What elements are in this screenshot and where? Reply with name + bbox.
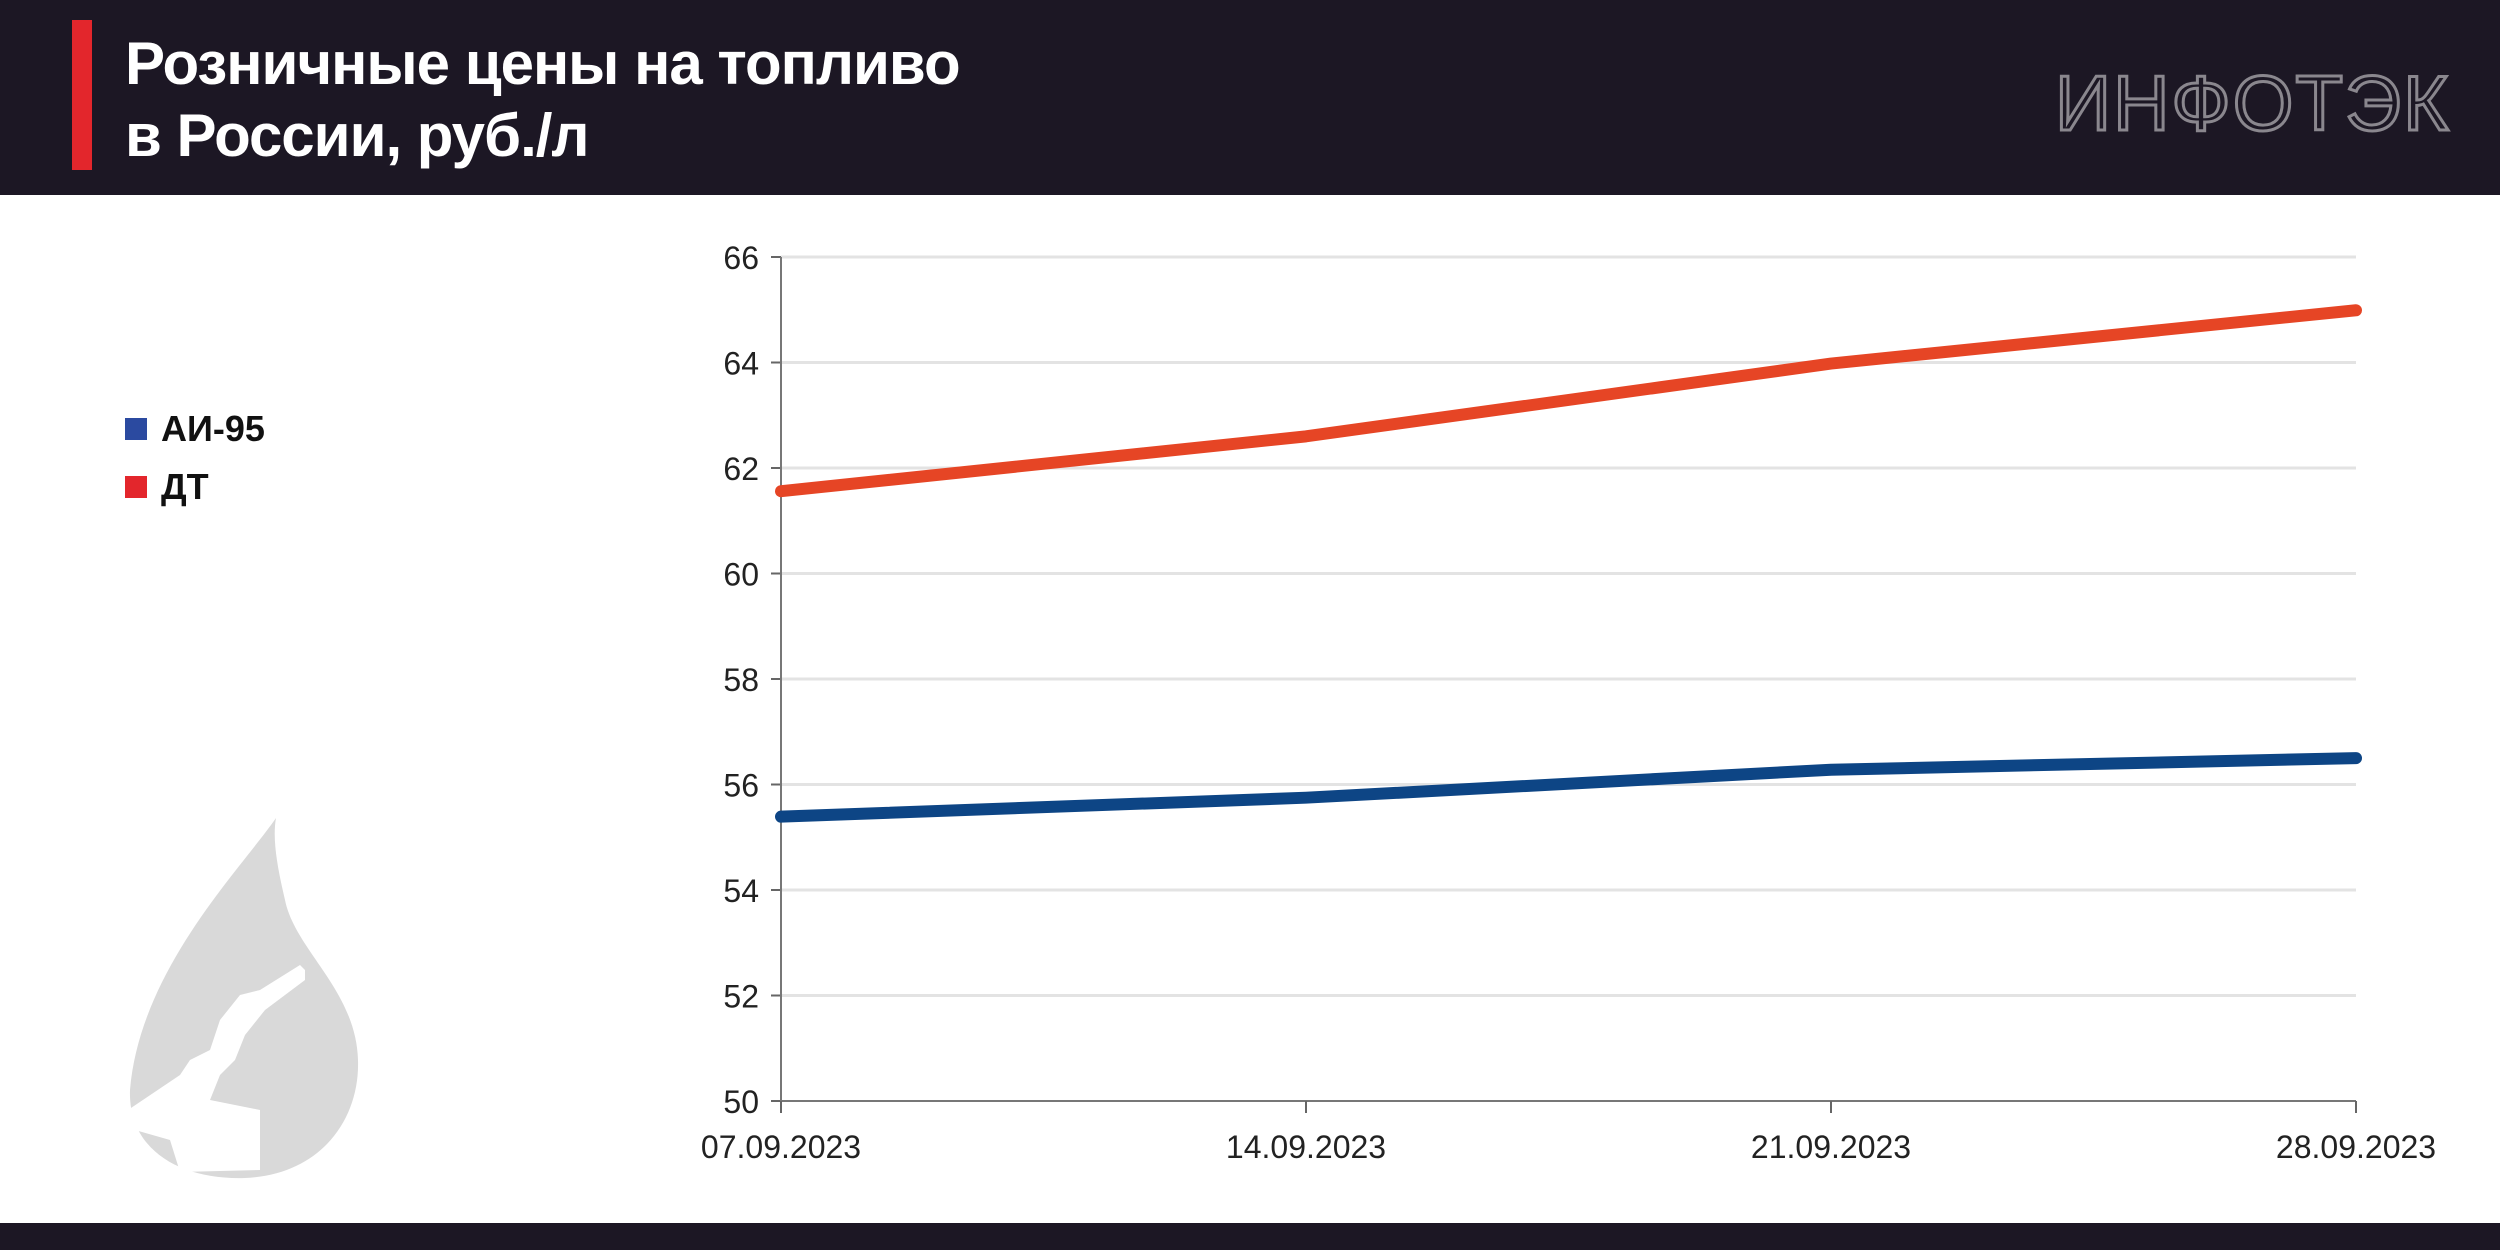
x-tick-label: 14.09.2023 xyxy=(1226,1129,1386,1165)
y-tick-label: 58 xyxy=(723,662,759,698)
y-tick-label: 60 xyxy=(723,557,759,593)
accent-bar xyxy=(72,20,92,170)
legend-item-ai95: АИ-95 xyxy=(125,400,265,458)
chart-title: Розничные цены на топливо в России, руб.… xyxy=(125,28,961,172)
title-line-1: Розничные цены на топливо xyxy=(125,30,961,97)
header: Розничные цены на топливо в России, руб.… xyxy=(0,0,2500,195)
fuel-drop-icon xyxy=(128,818,359,1179)
y-tick-label: 56 xyxy=(723,768,759,804)
y-tick-label: 66 xyxy=(723,240,759,276)
y-tick-label: 52 xyxy=(723,979,759,1015)
legend-label-dt: ДТ xyxy=(161,466,209,507)
y-tick-label: 64 xyxy=(723,346,759,382)
y-tick-label: 62 xyxy=(723,451,759,487)
x-tick-label: 07.09.2023 xyxy=(701,1129,861,1165)
logo: ИНФОТЭК xyxy=(2054,58,2451,149)
title-line-2: в России, руб./л xyxy=(125,102,590,169)
y-tick-label: 54 xyxy=(723,873,759,909)
legend-item-dt: ДТ xyxy=(125,458,265,516)
legend-label-ai95: АИ-95 xyxy=(161,408,265,449)
legend-swatch-dt xyxy=(125,476,147,498)
y-tick-label: 50 xyxy=(723,1084,759,1120)
footer-bar xyxy=(0,1223,2500,1250)
legend: АИ-95 ДТ xyxy=(125,400,265,516)
x-tick-label: 21.09.2023 xyxy=(1751,1129,1911,1165)
series-line-dt xyxy=(775,304,2362,498)
x-tick-label: 28.09.2023 xyxy=(2276,1129,2436,1165)
legend-swatch-ai95 xyxy=(125,418,147,440)
series-line-ai95 xyxy=(775,752,2362,823)
